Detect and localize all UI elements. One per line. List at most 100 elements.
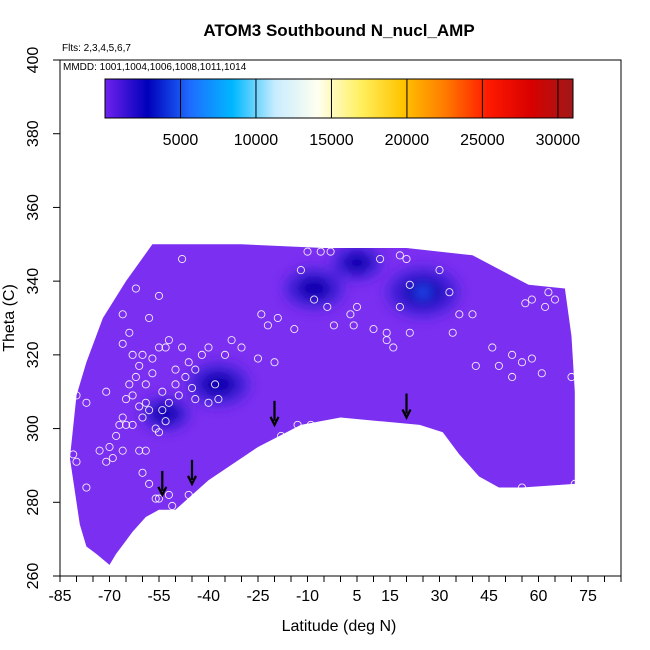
arrow-head bbox=[157, 486, 168, 498]
sample-point bbox=[471, 361, 480, 370]
x-tick-label: -40 bbox=[197, 588, 220, 605]
x-tick-label: -25 bbox=[246, 588, 269, 605]
colorbar-tick-label: 5000 bbox=[163, 132, 199, 149]
sample-point bbox=[211, 380, 220, 389]
sample-point bbox=[323, 302, 332, 311]
sample-point bbox=[550, 295, 560, 304]
arrow-head bbox=[187, 475, 197, 487]
y-tick-label: 380 bbox=[25, 120, 42, 147]
sample-point bbox=[290, 325, 299, 334]
x-axis-label: Latitude (deg N) bbox=[282, 618, 397, 635]
y-tick-label: 320 bbox=[25, 341, 42, 368]
sample-point bbox=[445, 288, 454, 297]
sample-point bbox=[405, 328, 414, 337]
sample-point bbox=[145, 313, 154, 323]
y-axis: 260 280 300 320 340 360 380 400 bbox=[25, 47, 60, 589]
sample-point bbox=[220, 350, 230, 359]
y-tick-label: 300 bbox=[25, 415, 42, 442]
sample-point bbox=[135, 402, 144, 411]
sample-point bbox=[570, 479, 579, 488]
sample-point bbox=[118, 446, 127, 455]
sample-point bbox=[72, 457, 81, 466]
colorbar-tick-label: 15000 bbox=[309, 132, 354, 149]
sample-point bbox=[161, 343, 170, 352]
sample-point bbox=[178, 254, 187, 264]
sample-point bbox=[197, 350, 206, 359]
sample-point bbox=[227, 336, 236, 345]
y-tick-label: 280 bbox=[25, 489, 42, 516]
x-axis: -85 -70 -55 -40 -25 -10 5 15 30 45 60 75 bbox=[48, 576, 622, 605]
arrow-head bbox=[269, 416, 280, 428]
sample-point bbox=[171, 365, 180, 374]
sample-point bbox=[352, 420, 362, 429]
sample-point bbox=[141, 446, 150, 455]
sample-point bbox=[448, 328, 457, 337]
sample-point bbox=[389, 343, 398, 352]
sample-point bbox=[164, 398, 173, 407]
sample-point bbox=[191, 365, 200, 374]
sample-point bbox=[326, 420, 335, 429]
sample-point bbox=[333, 420, 342, 429]
sample-point bbox=[121, 420, 131, 429]
sample-point bbox=[105, 442, 114, 452]
arrow-head bbox=[401, 409, 412, 420]
sample-point bbox=[257, 310, 266, 319]
colorbar-tick-label: 20000 bbox=[385, 132, 430, 149]
sample-point bbox=[214, 395, 223, 404]
sample-point bbox=[316, 247, 325, 256]
sample-point bbox=[171, 380, 180, 389]
sample-point bbox=[296, 266, 305, 275]
sample-point bbox=[187, 383, 197, 393]
x-tick-label: -70 bbox=[98, 588, 121, 605]
sample-point bbox=[382, 428, 391, 437]
sample-point bbox=[82, 483, 91, 492]
sample-point bbox=[102, 387, 111, 396]
colorbar-tick-label: 10000 bbox=[234, 132, 279, 149]
sample-point bbox=[253, 354, 263, 363]
sample-point bbox=[184, 490, 193, 499]
x-tick-label: -55 bbox=[147, 588, 170, 605]
sample-point bbox=[125, 328, 134, 337]
heatmap-field bbox=[69, 244, 575, 565]
sample-point bbox=[349, 321, 358, 330]
sample-point bbox=[112, 431, 121, 440]
sample-point bbox=[102, 457, 111, 466]
sample-point bbox=[319, 420, 329, 429]
sample-point bbox=[154, 343, 164, 352]
sample-point bbox=[135, 361, 144, 370]
sample-point bbox=[72, 391, 81, 400]
sample-point bbox=[329, 321, 338, 330]
sample-point bbox=[158, 387, 167, 396]
sample-point bbox=[118, 413, 127, 422]
sample-point bbox=[138, 350, 147, 359]
sample-point bbox=[405, 280, 414, 289]
sample-point bbox=[273, 313, 282, 323]
sample-point bbox=[154, 494, 164, 503]
sample-point bbox=[286, 439, 296, 448]
sample-point bbox=[521, 299, 530, 308]
sample-point bbox=[326, 247, 335, 256]
sample-point bbox=[263, 321, 272, 330]
sample-point bbox=[131, 284, 140, 293]
sample-point bbox=[118, 310, 127, 319]
x-tick-label: -85 bbox=[48, 588, 71, 605]
x-tick-label: 60 bbox=[530, 588, 548, 605]
y-tick-label: 340 bbox=[25, 268, 42, 295]
sample-point bbox=[435, 266, 444, 275]
sample-point bbox=[376, 254, 385, 264]
sample-point bbox=[471, 476, 480, 485]
colorbar-tick-label: 25000 bbox=[460, 132, 505, 149]
sample-point bbox=[125, 380, 134, 389]
sample-point bbox=[108, 454, 117, 463]
dates-note: MMDD: 1001,1004,1006,1008,1011,1014 bbox=[63, 62, 247, 73]
sample-point bbox=[306, 420, 315, 429]
sample-point bbox=[517, 483, 527, 492]
sample-point bbox=[372, 424, 381, 433]
sample-point bbox=[445, 454, 454, 463]
colorbar-tick-label: 30000 bbox=[536, 132, 581, 149]
sample-point bbox=[141, 380, 150, 389]
sample-point bbox=[567, 372, 576, 382]
x-tick-label: -10 bbox=[296, 588, 319, 605]
sample-point bbox=[145, 406, 154, 415]
colorbar: 5000 10000 15000 20000 25000 30000 bbox=[104, 78, 581, 149]
